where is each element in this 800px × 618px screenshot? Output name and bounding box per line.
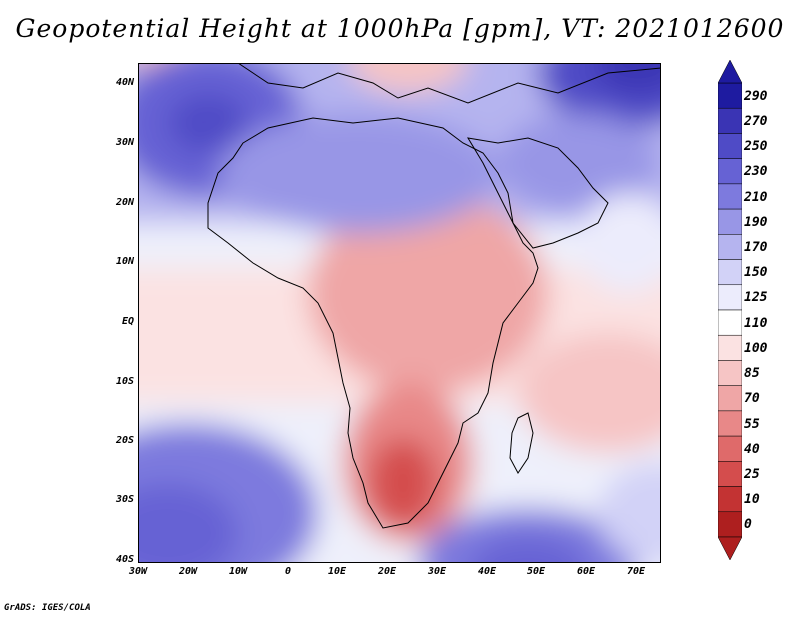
colorbar-swatch bbox=[718, 461, 742, 487]
lat-label-20n: 20N bbox=[115, 197, 134, 208]
colorbar-label: 40 bbox=[744, 441, 760, 457]
lon-label-10e: 10E bbox=[327, 566, 347, 577]
colorbar-label: 100 bbox=[744, 340, 768, 356]
colorbar-label: 230 bbox=[744, 164, 768, 180]
map-svg bbox=[138, 63, 661, 563]
plot-title: Geopotential Height at 1000hPa [gpm], VT… bbox=[15, 14, 785, 43]
colorbar-label: 110 bbox=[744, 315, 768, 331]
lat-label-20s: 20S bbox=[115, 435, 134, 446]
colorbar-label: 190 bbox=[744, 214, 768, 230]
lat-label-10n: 10N bbox=[115, 256, 134, 267]
lon-label-30w: 30W bbox=[128, 566, 148, 577]
colorbar-swatch bbox=[718, 133, 742, 159]
colorbar-swatch bbox=[718, 183, 742, 210]
colorbar-arrow-bottom bbox=[718, 536, 742, 560]
colorbar-label: 55 bbox=[744, 416, 760, 432]
colorbar-swatch bbox=[718, 107, 742, 134]
arabia-coastline bbox=[467, 137, 609, 249]
colorbar-swatch bbox=[718, 486, 742, 513]
lat-label-30s: 30S bbox=[115, 494, 134, 505]
colorbar-swatch bbox=[718, 410, 742, 437]
lat-label-30n: 30N bbox=[115, 137, 134, 148]
lon-label-10w: 10W bbox=[228, 566, 248, 577]
lon-label-30e: 30E bbox=[427, 566, 447, 577]
colorbar-swatch bbox=[718, 82, 742, 109]
colorbar-swatch bbox=[718, 234, 742, 260]
africa-coastline bbox=[207, 117, 539, 529]
lon-label-40e: 40E bbox=[477, 566, 497, 577]
lon-label-50e: 50E bbox=[526, 566, 546, 577]
map-plot-area bbox=[138, 63, 661, 563]
colorbar-swatch bbox=[718, 435, 742, 462]
colorbar-swatch bbox=[718, 284, 742, 311]
colorbar-swatch bbox=[718, 158, 742, 185]
colorbar-label: 125 bbox=[744, 290, 768, 306]
lat-label-40s: 40S bbox=[115, 554, 134, 565]
lon-label-60e: 60E bbox=[576, 566, 596, 577]
colorbar-swatch bbox=[718, 309, 742, 336]
colorbar bbox=[718, 60, 742, 560]
footer-credit: GrADS: IGES/COLA bbox=[4, 603, 91, 613]
colorbar-label: 85 bbox=[744, 366, 760, 382]
lat-label-40n: 40N bbox=[115, 77, 134, 88]
colorbar-label: 270 bbox=[744, 113, 768, 129]
colorbar-label: 0 bbox=[744, 517, 752, 533]
colorbar-swatch bbox=[718, 334, 742, 361]
map-frame bbox=[138, 63, 661, 563]
colorbar-label: 25 bbox=[744, 466, 760, 482]
colorbar-swatch bbox=[718, 360, 742, 386]
lon-label-20e: 20E bbox=[377, 566, 397, 577]
lat-label-10s: 10S bbox=[115, 376, 134, 387]
contour-field bbox=[138, 63, 661, 563]
lat-label-eq: EQ bbox=[121, 316, 134, 327]
colorbar-label: 70 bbox=[744, 391, 760, 407]
colorbar-swatch bbox=[718, 385, 742, 412]
colorbar-arrow-top bbox=[718, 60, 742, 84]
colorbar-label: 150 bbox=[744, 265, 768, 281]
colorbar-label: 290 bbox=[744, 88, 768, 104]
colorbar-label: 170 bbox=[744, 239, 768, 255]
colorbar-label: 250 bbox=[744, 139, 768, 155]
colorbar-label: 10 bbox=[744, 492, 760, 508]
colorbar-swatch bbox=[718, 511, 742, 538]
madagascar-coastline bbox=[509, 412, 534, 474]
colorbar-swatch bbox=[718, 208, 742, 235]
colorbar-label: 210 bbox=[744, 189, 768, 205]
europe-coastline bbox=[237, 63, 661, 104]
lon-label-20w: 20W bbox=[178, 566, 198, 577]
lon-label-0: 0 bbox=[284, 566, 292, 577]
colorbar-swatch bbox=[718, 259, 742, 286]
lon-label-70e: 70E bbox=[626, 566, 646, 577]
